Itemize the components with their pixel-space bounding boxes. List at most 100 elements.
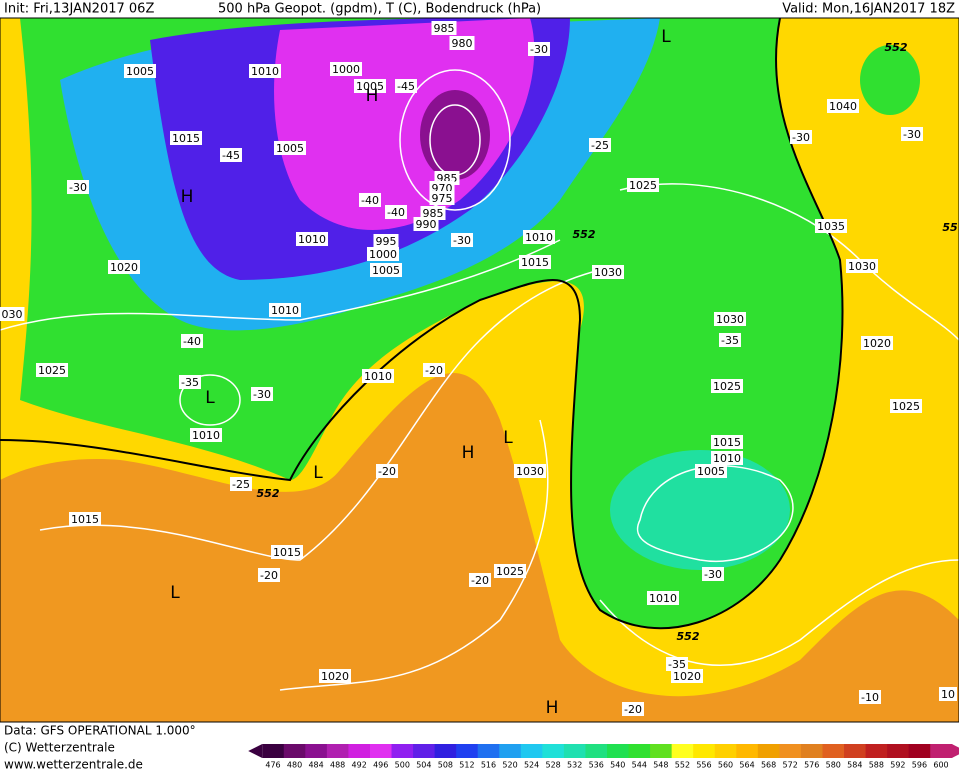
colorbar-label: 512 xyxy=(459,761,474,770)
pressure-label: 1010 xyxy=(525,231,553,244)
temperature-label-box xyxy=(790,130,812,144)
temperature-label-box xyxy=(251,387,273,401)
temperature-label-box xyxy=(181,334,203,348)
map-frame xyxy=(0,17,959,723)
pressure-label-box xyxy=(271,545,303,559)
pressure-label: 990 xyxy=(416,218,437,231)
colorbar-cell xyxy=(930,744,953,758)
colorbar-label: 520 xyxy=(502,761,517,770)
colorbar-label: 476 xyxy=(265,761,280,770)
pressure-label-box xyxy=(890,399,922,413)
colorbar-label: 500 xyxy=(395,761,410,770)
pressure-center: H xyxy=(366,86,379,106)
colorbar-label: 508 xyxy=(438,761,453,770)
pressure-label-box xyxy=(861,336,893,350)
field-green-small xyxy=(860,45,920,115)
temperature-label-box xyxy=(859,690,881,704)
temperature-label: -35 xyxy=(181,376,199,389)
data-source: Data: GFS OPERATIONAL 1.000° xyxy=(4,724,196,738)
colorbar-label: 496 xyxy=(373,761,388,770)
isobar xyxy=(399,69,511,211)
init-text: Init: Fri,13JAN2017 06Z xyxy=(4,2,154,17)
pressure-label-box xyxy=(429,191,455,205)
colorbar-label: 544 xyxy=(632,761,647,770)
colorbar-cell xyxy=(542,744,565,758)
colorbar-cell xyxy=(714,744,737,758)
temperature-label: -30 xyxy=(530,43,548,56)
colorbar-label: 492 xyxy=(352,761,367,770)
temperature-label: -35 xyxy=(668,658,686,671)
colorbar-cell xyxy=(628,744,651,758)
colorbar-cell xyxy=(499,744,522,758)
temperature-label: -25 xyxy=(591,139,609,152)
pressure-center: L xyxy=(170,583,180,603)
colorbar-cell xyxy=(262,744,285,758)
temperature-label-box xyxy=(589,138,611,152)
colorbar-cell xyxy=(348,744,371,758)
temperature-label: -40 xyxy=(387,206,405,219)
pressure-center: H xyxy=(546,698,559,718)
temperature-label: -30 xyxy=(453,234,471,247)
pressure-label-box xyxy=(296,232,328,246)
pressure-label: 995 xyxy=(376,235,397,248)
pressure-label: 10 xyxy=(941,688,955,701)
pressure-label: 1020 xyxy=(110,261,138,274)
pressure-label: 1010 xyxy=(713,452,741,465)
temperature-label-box xyxy=(702,567,724,581)
colorbar-label: 576 xyxy=(804,761,819,770)
temperature-label: -20 xyxy=(624,703,642,716)
pressure-label-box xyxy=(249,64,281,78)
pressure-label: 1025 xyxy=(496,565,524,578)
temperature-label: -20 xyxy=(425,364,443,377)
temperature-label: -30 xyxy=(253,388,271,401)
pressure-label: 1010 xyxy=(364,370,392,383)
pressure-label-box xyxy=(0,307,25,321)
pressure-label-box xyxy=(592,265,624,279)
temperature-label-box xyxy=(67,180,89,194)
temperature-label: -10 xyxy=(861,691,879,704)
temperature-label-box xyxy=(258,568,280,582)
colorbar-label: 532 xyxy=(567,761,582,770)
colorbar-cell xyxy=(413,744,436,758)
pressure-label-box xyxy=(519,255,551,269)
colorbar-label: 528 xyxy=(545,761,560,770)
pressure-label-box xyxy=(362,369,394,383)
colorbar-cell xyxy=(887,744,910,758)
pressure-label: 985 xyxy=(423,207,444,220)
pressure-label-box xyxy=(711,435,743,449)
colorbar-label: 524 xyxy=(524,761,539,770)
colorbar-cell xyxy=(693,744,716,758)
colorbar-label: 552 xyxy=(675,761,690,770)
pressure-center: L xyxy=(503,428,513,448)
pressure-label: 1020 xyxy=(863,337,891,350)
pressure-label: 1000 xyxy=(369,248,397,261)
colorbar-cell xyxy=(369,744,393,758)
temperature-label: -40 xyxy=(361,194,379,207)
temperature-label: -30 xyxy=(903,128,921,141)
colorbar-label: 564 xyxy=(739,761,754,770)
pressure-label: 980 xyxy=(452,37,473,50)
pressure-label-box xyxy=(711,451,743,465)
pressure-label: 1015 xyxy=(713,436,741,449)
temperature-label-box xyxy=(451,233,473,247)
pressure-label-box xyxy=(373,234,399,248)
pressure-label: 1030 xyxy=(516,465,544,478)
colorbar-cell xyxy=(283,744,306,758)
pressure-label-box xyxy=(431,21,457,35)
pressure-label: 1020 xyxy=(673,670,701,683)
colorbar-cell xyxy=(326,744,349,758)
pressure-label-box xyxy=(523,230,555,244)
pressure-label: 030 xyxy=(2,308,23,321)
copyright: (C) Wetterzentrale xyxy=(4,741,115,755)
field-trough xyxy=(610,450,790,570)
pressure-label-box xyxy=(627,178,659,192)
pressure-label: 1030 xyxy=(848,260,876,273)
map-title: 500 hPa Geopot. (gpdm), T (C), Bodendruc… xyxy=(218,2,541,17)
temperature-label: -25 xyxy=(232,478,250,491)
pressure-label: 1015 xyxy=(273,546,301,559)
pressure-label-box xyxy=(827,99,859,113)
pressure-label: 1020 xyxy=(321,670,349,683)
pressure-label: 975 xyxy=(432,192,453,205)
colorbar-label: 600 xyxy=(933,761,948,770)
